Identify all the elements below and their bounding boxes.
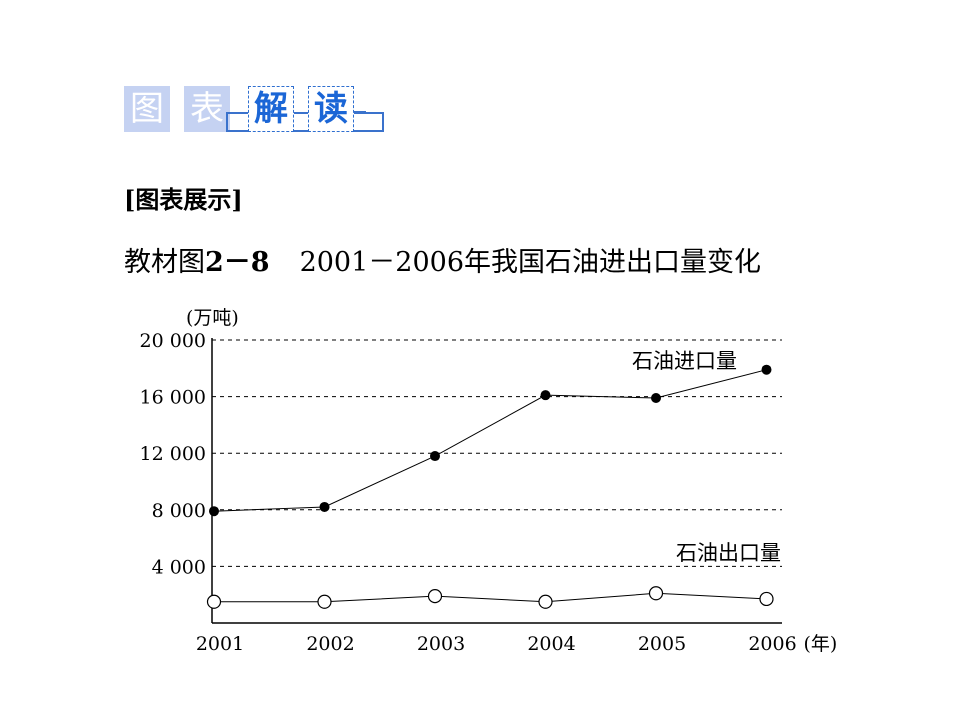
banner-char-2: 表 [184,86,230,132]
export-point [427,589,443,604]
x-tick-label: 2002 [306,633,354,655]
banner-char-1: 图 [124,86,170,132]
x-axis-label: (年) [804,633,838,655]
section-label: [图表展示] [124,185,243,214]
y-tick-label: 20 000 [140,330,206,352]
series-line [214,592,767,603]
x-tick-label: 2005 [638,633,686,655]
import-point [540,390,551,401]
series-line [213,369,767,512]
x-tick-label: 2001 [196,633,244,655]
export-point [538,594,553,609]
y-tick-label: 12 000 [140,443,206,465]
y-tick-label: 4 000 [152,556,206,578]
tick-layer: 4 000 8 000 12 000 16 000 20 000 2001 2002 2003… [140,330,838,655]
caption-figure-number: 2－8 [205,247,270,278]
y-axis-label: (万吨) [186,307,239,329]
import-point [319,501,330,512]
series-label: 石油进口量 [632,349,737,373]
banner-char-4: 读 [308,86,354,132]
y-tick-label: 8 000 [152,500,206,522]
import-point [209,506,219,517]
export-point [206,594,222,609]
banner-tick [354,111,366,113]
import-point [651,393,661,404]
banner-frame [226,112,384,132]
caption-title: 2001－2006年我国石油进出口量变化 [299,247,762,278]
section-banner: 图 表 解 读 [124,86,386,148]
x-tick-label: 2004 [527,633,575,655]
figure-caption: 教材图2－8 2001－2006年我国石油进出口量变化 [124,240,761,279]
caption-prefix: 教材图 [124,247,205,278]
import-point [761,364,772,375]
series-label: 石油出口量 [676,541,781,565]
import-point [430,451,440,462]
banner-char-3: 解 [248,86,294,132]
axes-layer [211,338,782,624]
export-point [317,594,332,609]
x-tick-label: 2003 [417,633,465,655]
export-point [648,586,664,601]
y-tick-label: 16 000 [140,387,206,409]
export-point [759,591,774,607]
x-tick-label: 2006 [748,633,796,655]
grid-layer [212,339,782,567]
